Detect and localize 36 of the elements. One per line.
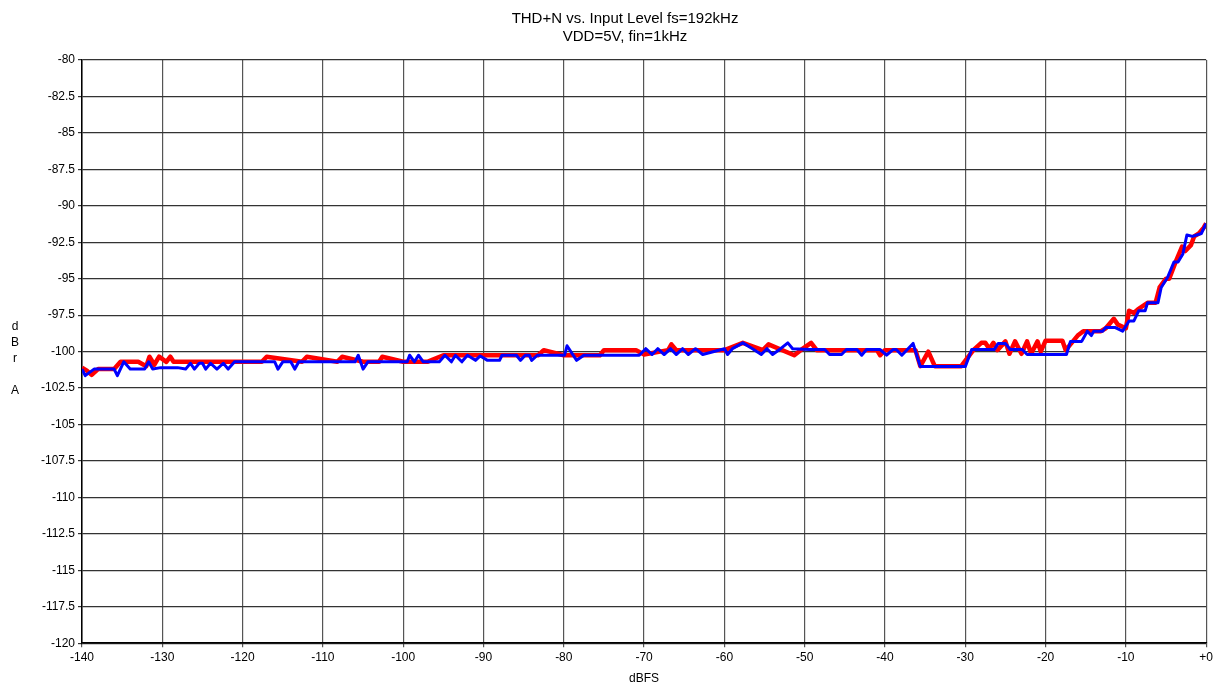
x-tick-label: -110 <box>311 649 335 664</box>
x-tick-label: -120 <box>230 649 255 664</box>
y-tick-label: -85 <box>57 125 76 140</box>
y-tick-label: -97.5 <box>47 307 76 322</box>
y-tick-label: -120 <box>50 635 76 650</box>
chart-subtitle: VDD=5V, fin=1kHz <box>562 27 688 45</box>
x-tick-label: -30 <box>956 649 975 664</box>
x-tick-label: +0 <box>1199 649 1214 664</box>
x-tick-label: -40 <box>876 649 894 664</box>
x-axis-title: dBFS <box>629 671 660 686</box>
y-tick-label: -87.5 <box>47 161 76 176</box>
x-tick-label: -10 <box>1117 649 1135 664</box>
x-tick-label: -60 <box>715 649 734 664</box>
y-tick-label: -110 <box>51 489 76 504</box>
y-tick-label: -92.5 <box>47 234 76 249</box>
x-tick-label: -80 <box>555 649 573 664</box>
y-tick-label: -102.5 <box>40 380 76 395</box>
x-tick-label: -100 <box>391 649 416 664</box>
chart-title: THD+N vs. Input Level fs=192kHz <box>511 9 739 27</box>
y-tick-label: -105 <box>50 416 76 431</box>
y-tick-label: -100 <box>50 343 76 358</box>
y-tick-label: -82.5 <box>47 88 76 103</box>
y-tick-label: -117.5 <box>41 599 76 614</box>
x-tick-label: -130 <box>150 649 175 664</box>
y-tick-label: -112.5 <box>41 526 76 541</box>
x-tick-label: -20 <box>1036 649 1055 664</box>
y-tick-label: -95 <box>57 271 76 286</box>
x-tick-label: -70 <box>635 649 654 664</box>
y-tick-label: -90 <box>57 198 76 213</box>
y-tick-label: -80 <box>57 52 76 67</box>
y-tick-label: -115 <box>51 562 76 577</box>
x-tick-label: -140 <box>70 649 95 664</box>
text: dBr A <box>10 319 19 397</box>
y-tick-label: -107.5 <box>40 453 76 468</box>
x-tick-label: -90 <box>474 649 493 664</box>
x-tick-label: -50 <box>796 649 814 664</box>
